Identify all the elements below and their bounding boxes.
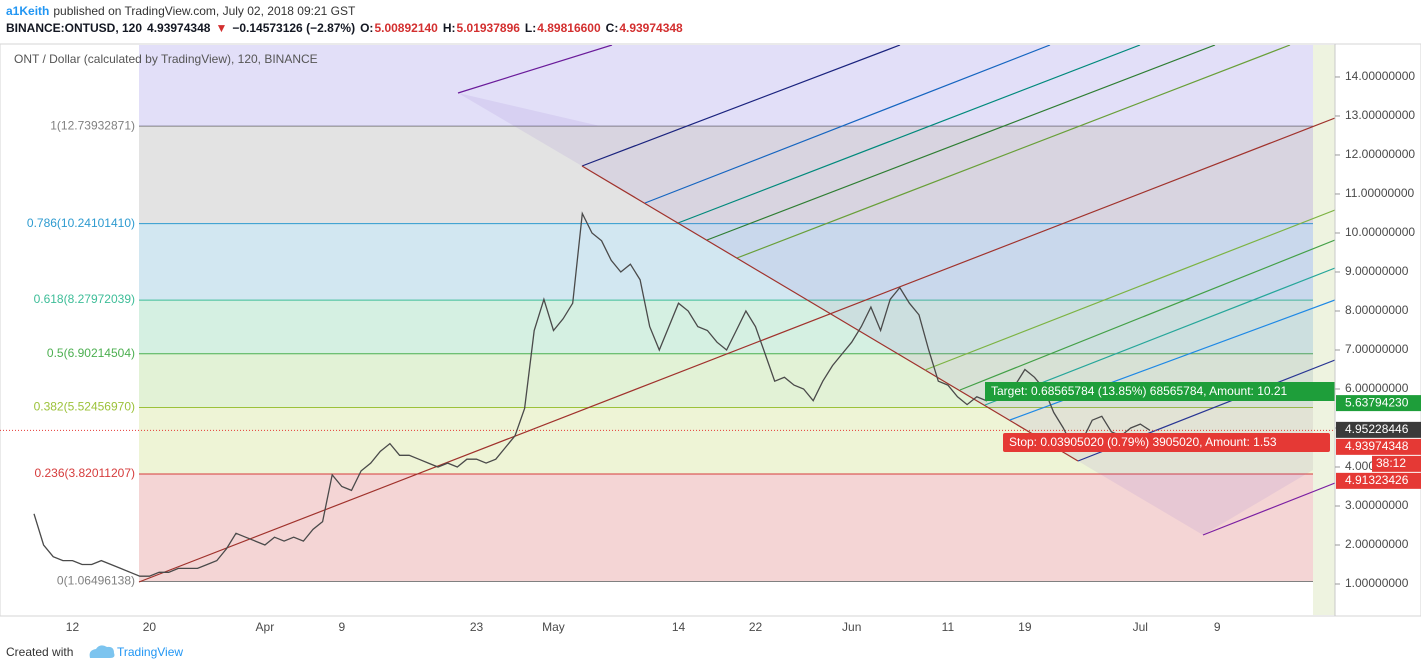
countdown-label: 38:12 [1376,456,1406,470]
fib-label: 0.618(8.27972039) [34,292,135,306]
y-tick-label: 1.00000000 [1345,576,1409,590]
fib-band [139,126,1313,224]
y-tick-label: 9.00000000 [1345,264,1409,278]
quote-part: 5.01937896 [457,21,521,35]
header-line: a1Keith published on TradingView.com, Jul… [6,4,356,18]
author: a1Keith [6,4,49,18]
price-tag [1336,421,1421,438]
footer: Created with TradingView [6,645,183,659]
y-tick-label: 10.00000000 [1345,225,1415,239]
fib-label: 0.786(10.24101410) [27,216,135,230]
y-tick-label: 7.00000000 [1345,342,1409,356]
x-tick-label: 19 [1018,620,1032,634]
logo [89,645,115,658]
quote-part: C: [606,21,619,35]
stop-box [1003,433,1330,452]
x-tick-label: 20 [143,620,157,634]
y-tick-label: 12.00000000 [1345,147,1415,161]
future-strip [1313,45,1335,615]
quote-part: BINANCE:ONTUSD, 120 [6,21,142,35]
fib-label: 0.5(6.90214504) [47,346,135,360]
y-tick-label: 13.00000000 [1345,108,1415,122]
x-tick-label: 14 [672,620,686,634]
footer-text: Created with [6,645,73,659]
pitchfork-line [457,45,613,94]
chart-title: ONT / Dollar (calculated by TradingView)… [14,52,318,66]
axes: 12 20 Apr 9 23 May 14 22 Jun 11 19 Jul 9 1.00000000 2.… [66,69,1421,634]
x-tick-label: 9 [1214,620,1221,634]
x-tick-label: 22 [749,620,763,634]
x-tick-label: Jul [1133,620,1148,634]
published: published on TradingView.com, July 02, 2… [53,4,356,18]
y-tick-label: 2.00000000 [1345,537,1409,551]
quote-part: H: [443,21,456,35]
trend-line [581,165,1079,462]
pitchfork-line [644,45,1051,204]
pitchfork-line [959,239,1335,391]
price-line-series [33,211,1151,577]
fib-label: 1(12.73932871) [50,118,135,132]
pitchfork-line [677,45,1141,224]
pitchfork-shade [139,45,1313,126]
quote-part: L: [525,21,536,35]
quote-part: 4.93974348 [147,21,211,35]
x-tick-label: 9 [338,620,345,634]
fib-label: 0.236(3.82011207) [34,466,135,480]
price-tag [1336,472,1421,489]
x-tick-label: Jun [842,620,861,634]
x-tick-label: 11 [942,620,955,634]
quote-part: 4.93974348 [619,21,683,35]
y-tick-label: 8.00000000 [1345,303,1409,317]
price-tag-label: 4.95228446 [1345,422,1409,436]
y-tick-label: 11.00000000 [1345,186,1415,200]
x-tick-label: 23 [470,620,484,634]
pitchfork-line [924,209,1335,371]
fib-band [139,223,1313,301]
price-tag-label: 5.63794230 [1345,395,1409,409]
fib-label: 0.382(5.52456970) [34,400,135,414]
fib-label: 0(1.06496138) [57,574,135,588]
target-label: Target: 0.68565784 (13.85%) 68565784, Am… [991,384,1288,398]
pitchfork-line [581,45,901,167]
marks: Target: 0.68565784 (13.85%) 68565784, Am… [0,211,1335,577]
quote-line: BINANCE:ONTUSD, 120 4.93974348 ▼ −0.1457312… [6,21,683,35]
pitchfork-line [1202,482,1335,536]
brand-link[interactable]: TradingView [117,645,183,659]
quote-part: 4.89816600 [537,21,601,35]
price-tag [1336,395,1421,412]
target-box [985,382,1335,401]
stop-label: Stop: 0.03905020 (0.79%) 3905020, Amount… [1009,435,1277,449]
quote-part: 5.00892140 [374,21,438,35]
x-tick-label: May [542,620,565,634]
quote-part: ▼ [215,21,227,35]
quote-part: O: [360,21,373,35]
countdown-tag [1372,455,1421,472]
x-tick-label: 12 [66,620,80,634]
trend-line [138,117,1335,583]
quote-part: −0.14573126 (−2.87%) [232,21,355,35]
fib-band [139,474,1313,582]
pitchfork-line [736,45,1291,259]
y-tick-label: 14.00000000 [1345,69,1415,83]
x-tick-label: Apr [256,620,275,634]
price-tag [1336,438,1421,455]
y-tick-label: 3.00000000 [1345,498,1409,512]
price-tag-label: 4.91323426 [1345,473,1409,487]
price-tag-label: 4.93974348 [1345,439,1409,453]
pitchfork-line [706,45,1216,241]
y-tick-label: 6.00000000 [1345,381,1409,395]
